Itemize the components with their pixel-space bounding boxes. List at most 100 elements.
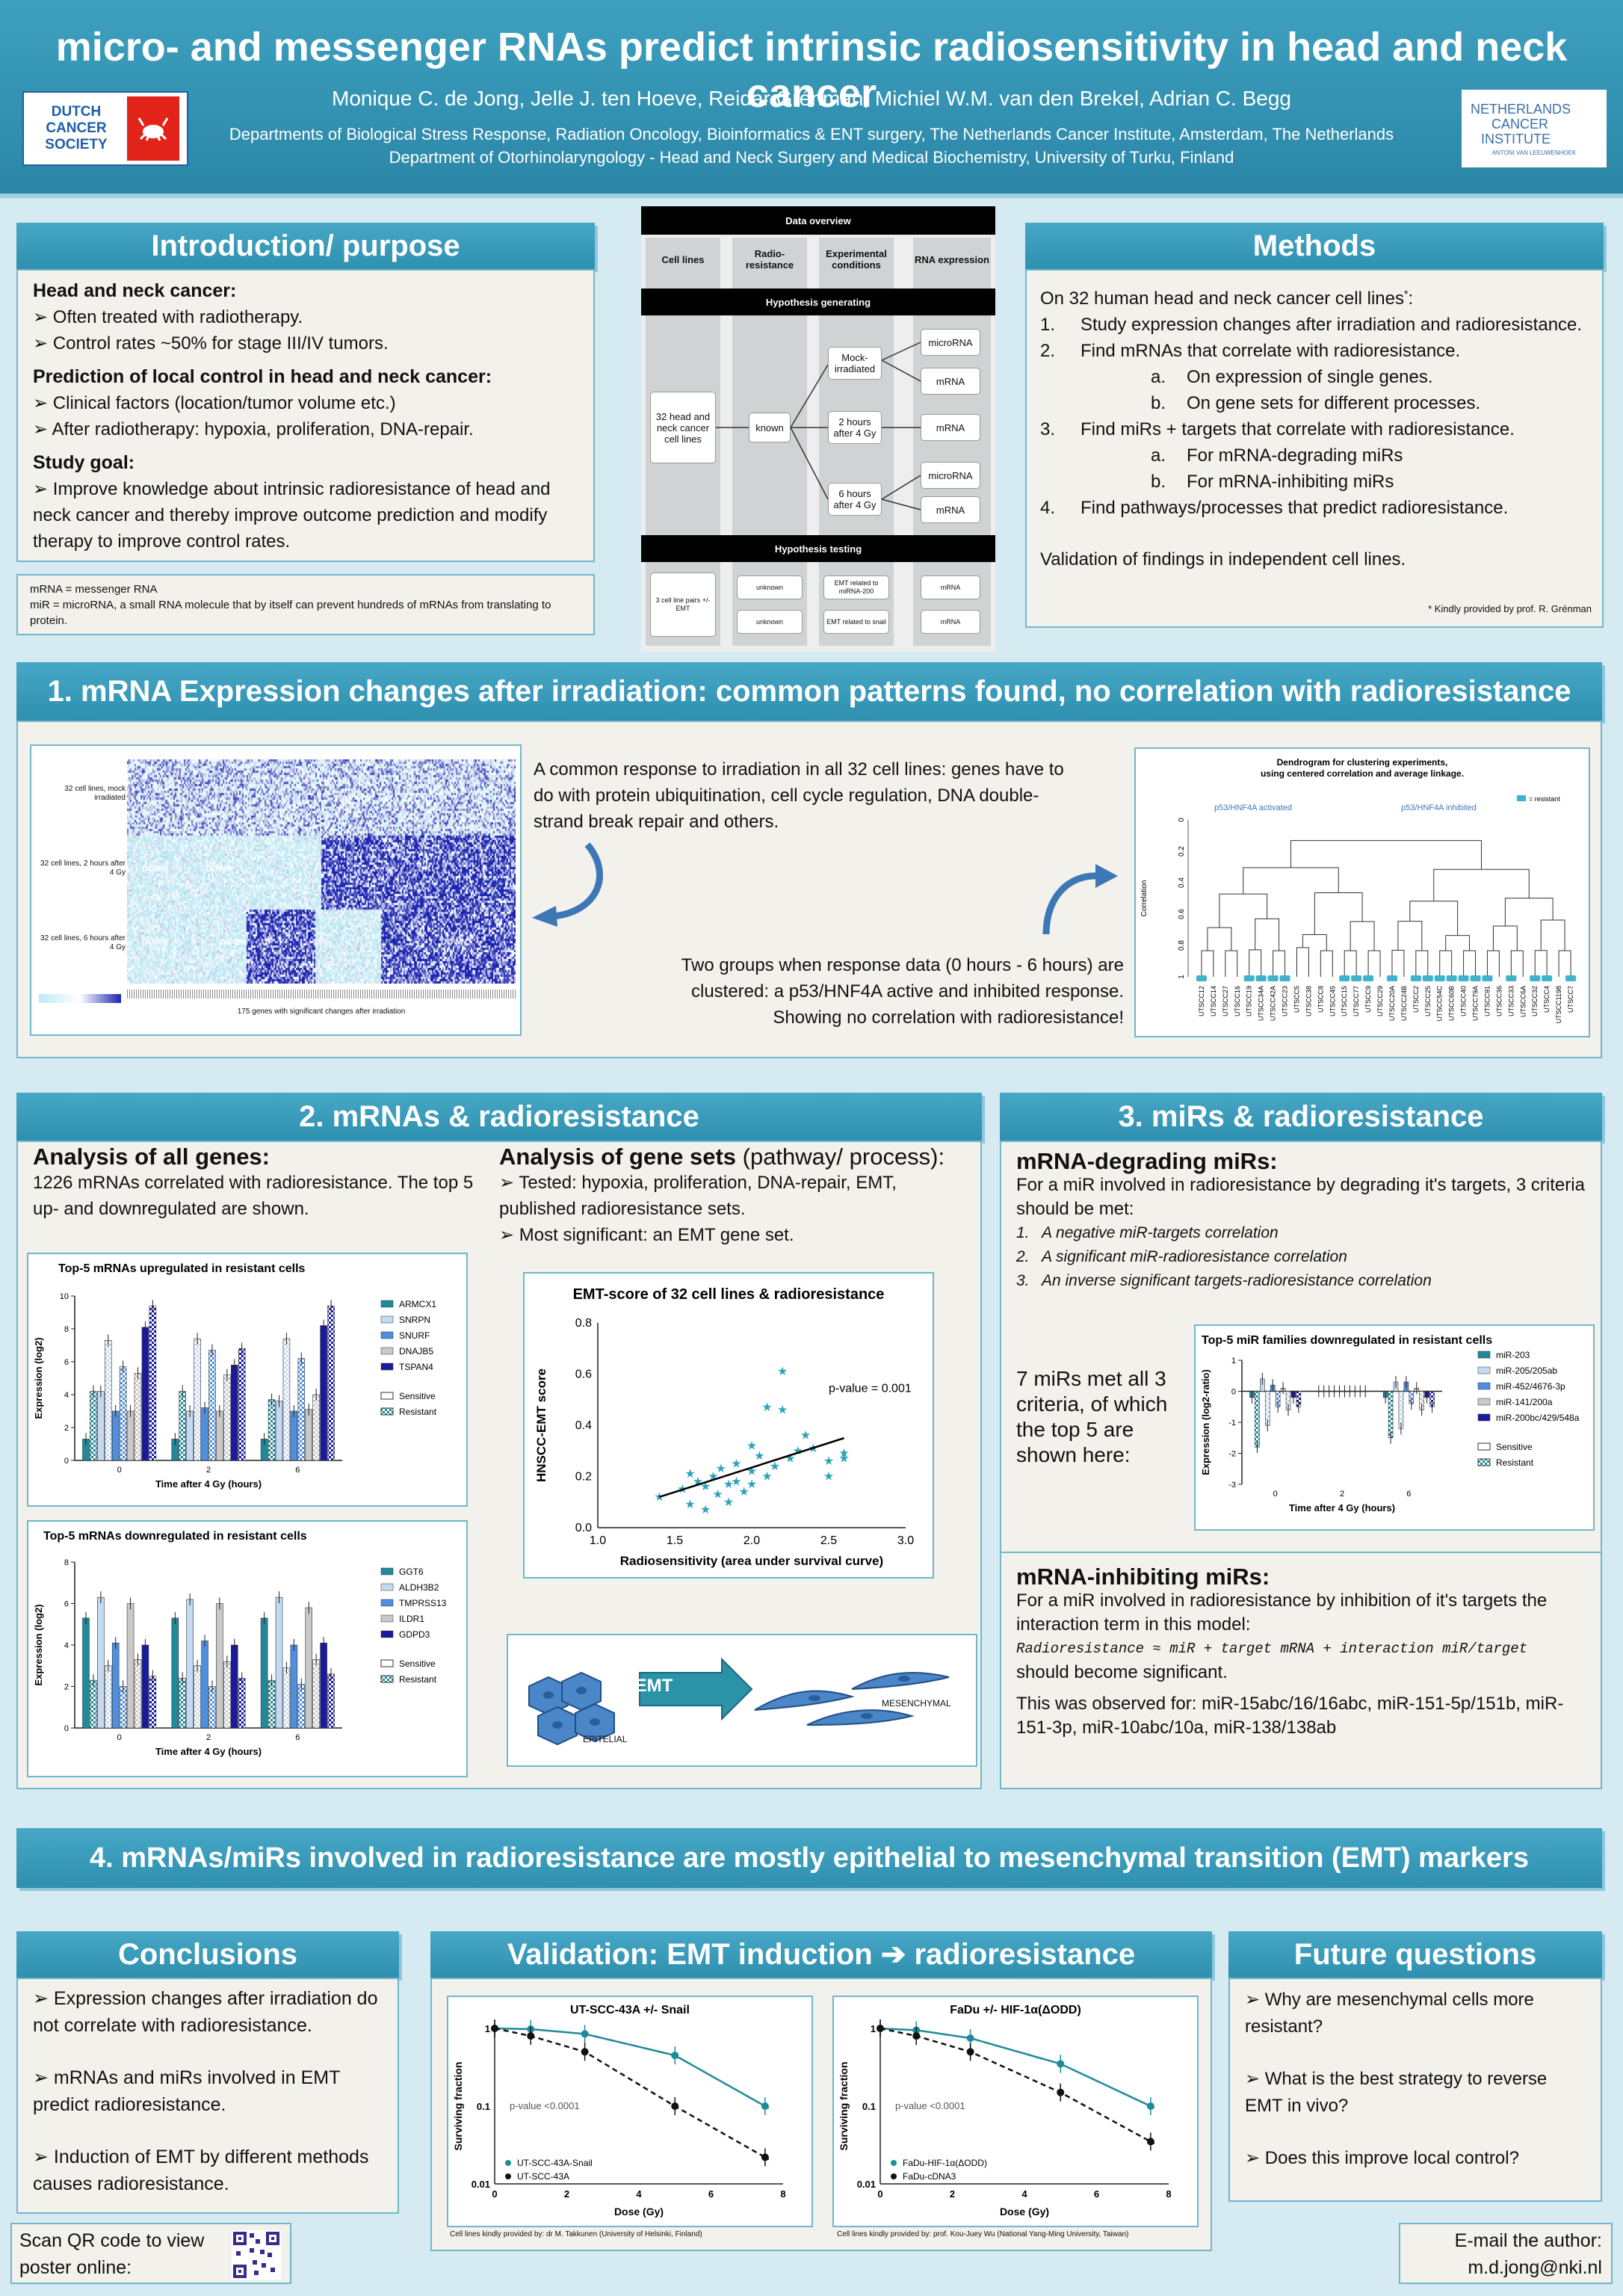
x-axis-label: Time after 4 Gy (hours) xyxy=(155,1746,262,1757)
legend-swatch xyxy=(380,1567,394,1576)
dendrogram-branch xyxy=(1201,950,1214,977)
dendrogram-branch xyxy=(1243,867,1339,895)
email-panel: E-mail the author: m.d.jong@nki.nl xyxy=(1399,2223,1613,2284)
overview-node: unknown xyxy=(737,610,803,634)
bar xyxy=(260,1617,268,1729)
overview-col-header: Experimental conditions xyxy=(826,248,887,271)
bar xyxy=(1388,1391,1394,1439)
future-banner: Future questions xyxy=(1228,1931,1602,1978)
data-point: ★ xyxy=(731,1457,741,1470)
overview-node: mRNA xyxy=(921,496,980,523)
bar xyxy=(97,1391,105,1461)
y-tick-label: 0.8 xyxy=(575,1317,592,1330)
bar xyxy=(186,1599,194,1729)
dendrogram-branch xyxy=(1302,934,1327,951)
y-axis-label: Surviving fraction xyxy=(452,2061,464,2150)
right-arrow-icon: ➔ xyxy=(880,1938,906,1971)
bar xyxy=(105,1340,112,1461)
overview-node: 32 head and neck cancer cell lines xyxy=(650,392,716,463)
methods-item: 3. Find miRs + targets that correlate wit… xyxy=(1040,419,1515,439)
y-tick-label: 0 xyxy=(1231,1388,1236,1397)
qr-panel: Scan QR code to view poster online: xyxy=(10,2223,291,2284)
legend-label: SNURF xyxy=(399,1330,430,1341)
leaf-label: UTSCC23 xyxy=(1282,986,1289,1016)
overview-node: 6 hours after 4 Gy xyxy=(828,483,882,516)
data-point: ★ xyxy=(731,1475,741,1488)
email-link[interactable]: m.d.jong@nki.nl xyxy=(1468,2257,1602,2278)
legend-label: FaDu-cDNA3 xyxy=(903,2171,956,2182)
s2-all-genes: Analysis of all genes: 1226 mRNAs correl… xyxy=(33,1144,474,1219)
leaf-label: UTSCC40 xyxy=(1460,986,1468,1016)
dendrogram-branch xyxy=(1350,921,1375,951)
dendrogram-branch xyxy=(1504,898,1554,927)
x-tick-label: 2 xyxy=(1340,1490,1344,1499)
data-point: ★ xyxy=(654,1491,664,1504)
y-tick-label: 0.2 xyxy=(575,1471,592,1484)
heatmap-caption: 175 genes with significant changes after… xyxy=(237,1007,406,1016)
y-axis-label: Expression (log2) xyxy=(33,1337,44,1419)
y-tick-label: 10 xyxy=(60,1292,69,1301)
bar xyxy=(312,1659,320,1729)
section3-banner: 3. miRs & radioresistance xyxy=(1000,1093,1602,1141)
legend-swatch xyxy=(1477,1442,1491,1451)
authors: Monique C. de Jong, Jelle J. ten Hoeve, … xyxy=(332,87,1291,110)
legend-label: FaDu-HIF-1α(ΔODD) xyxy=(903,2158,987,2168)
data-point: ★ xyxy=(777,1365,788,1378)
legend-swatch xyxy=(380,1407,394,1416)
dendrogram-branch xyxy=(1344,950,1357,977)
bar xyxy=(230,1644,238,1729)
dendrogram-branch xyxy=(1397,921,1423,951)
x-tick-label: 8 xyxy=(780,2188,785,2200)
intro-heading-1: Head and neck cancer: xyxy=(33,280,237,301)
bar xyxy=(90,1679,97,1729)
dendrogram-branch xyxy=(1314,892,1363,935)
legend-marker xyxy=(505,2160,511,2166)
data-point: ★ xyxy=(761,1401,772,1414)
leaf-label: UTSCC25 xyxy=(1424,986,1432,1016)
legend-label: Resistant xyxy=(399,1407,437,1417)
mir-inhibiting-heading: mRNA-inhibiting miRs: xyxy=(1016,1564,1270,1590)
dendrogram-title: Dendrogram for clustering experiments, xyxy=(1277,757,1448,768)
legend-label: GGT6 xyxy=(399,1567,424,1577)
overview-node: microRNA xyxy=(921,329,980,356)
legend-swatch xyxy=(380,1675,394,1683)
y-tick-label: 0.6 xyxy=(575,1368,592,1381)
x-tick-label: 6 xyxy=(708,2188,714,2200)
bar xyxy=(223,1661,231,1729)
bar xyxy=(282,1338,291,1461)
emt-scatter-chart: EMT-score of 32 cell lines & radioresist… xyxy=(523,1272,934,1578)
heatmap xyxy=(127,759,516,984)
leaf-label: UTSCC19 xyxy=(1246,986,1253,1016)
legend-swatch xyxy=(380,1599,394,1607)
bar xyxy=(126,1603,135,1729)
data-point: ★ xyxy=(770,1460,780,1473)
chart-title: Top-5 mRNAs upregulated in resistant cel… xyxy=(58,1262,306,1275)
legend-label: ILDR1 xyxy=(399,1614,424,1624)
methods-subitem: b. For mRNA-inhibiting miRs xyxy=(1151,472,1394,492)
x-tick-label: 4 xyxy=(636,2188,642,2200)
leaf-label: UTSCC24B xyxy=(1400,986,1408,1021)
x-axis-label: Time after 4 Gy (hours) xyxy=(155,1478,262,1490)
data-point: ★ xyxy=(761,1471,772,1484)
leaf-label: UTSCC77 xyxy=(1352,986,1360,1016)
curved-arrow-icon xyxy=(1042,864,1118,935)
bar xyxy=(208,1686,216,1729)
data-point: ★ xyxy=(700,1504,711,1516)
y-tick-label: 4 xyxy=(64,1391,69,1400)
future-question: ➢ What is the best strategy to reverse E… xyxy=(1245,2069,1548,2116)
y-tick-label: 1 xyxy=(871,2023,876,2034)
conclusions-panel: ➢ Expression changes after irradiation d… xyxy=(16,1978,399,2214)
qr-code-icon[interactable] xyxy=(232,2230,281,2280)
mir-criteria-text: 7 miRs met all 3 criteria, of which the … xyxy=(1016,1367,1168,1466)
resistant-marker xyxy=(1267,975,1279,981)
methods-footnote: * Kindly provided by prof. R. Grénman xyxy=(1428,603,1592,614)
y-tick-label: 0.4 xyxy=(1178,877,1186,888)
bar xyxy=(97,1596,105,1729)
y-tick-label: 2 xyxy=(64,1683,69,1692)
overview-node: unknown xyxy=(737,575,803,599)
x-tick-label: 8 xyxy=(1166,2188,1171,2200)
emt-arrow-icon xyxy=(639,1657,753,1721)
interaction-model: Radioresistance ≈ miR + target mRNA + in… xyxy=(1016,1641,1528,1657)
data-point: ★ xyxy=(684,1499,695,1511)
bar xyxy=(282,1667,291,1729)
